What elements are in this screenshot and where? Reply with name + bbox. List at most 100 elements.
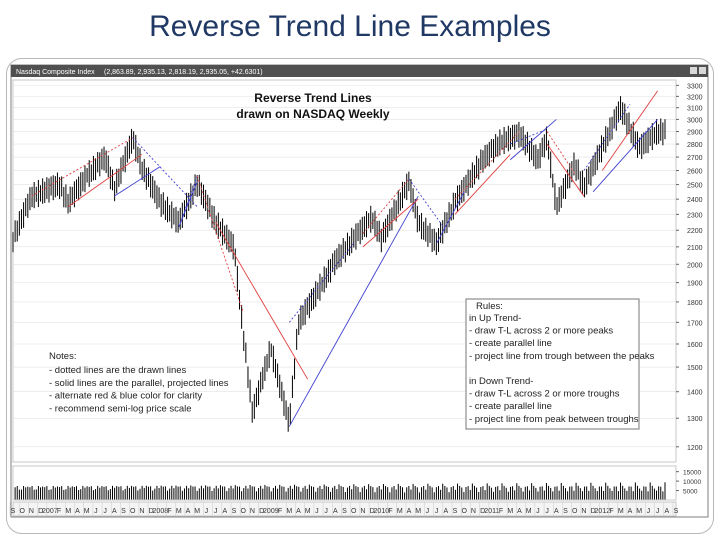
chart-window-titlebar [11,65,708,77]
time-tick-label: A [222,508,227,515]
volume-plot-area [12,465,677,501]
price-tick-label: 3100 [687,106,703,113]
projected-trend-line [546,143,585,197]
time-tick-label: 2012 [595,508,611,515]
time-tick-label: N [581,508,586,515]
rules-line: - project line from trough between the p… [469,351,655,362]
notes-line: - alternate red & blue color for clarity [49,391,202,402]
time-tick-label: A [296,508,301,515]
price-tick-label: 2300 [687,212,703,219]
rules-line: - create parallel line [469,401,552,412]
minimize-button[interactable] [690,67,697,74]
time-tick-label: A [407,508,412,515]
time-tick-label: D [480,508,485,515]
price-tick-label: 3000 [687,117,703,124]
notes-line: - recommend semi-log price scale [49,403,192,414]
notes-line: - solid lines are the parallel, projecte… [49,378,229,389]
time-tick-label: F [388,508,392,515]
time-tick-label: J [545,508,549,515]
price-tick-label: 1200 [687,445,703,452]
trend-lines [31,90,658,427]
time-tick-label: A [628,508,633,515]
time-tick-label: M [415,508,421,515]
time-tick-label: D [38,508,43,515]
rules-line: - draw T-L across 2 or more troughs [469,389,620,400]
time-tick-label: A [443,508,448,515]
time-tick-label: J [103,508,107,515]
chart-window-ohlc: (2,863.89, 2,935.13, 2,818.19, 2,935.05,… [104,69,263,76]
volume-tick-label: 5000 [683,489,698,496]
price-tick-label: 2900 [687,130,703,137]
rules-line: - project line from peak between troughs [469,414,639,425]
price-tick-label: 2400 [687,197,703,204]
price-tick-label: 3300 [687,83,703,90]
projected-trend-line [592,119,658,193]
time-tick-label: N [360,508,365,515]
time-axis-band [12,501,677,517]
projected-trend-line [67,154,143,208]
time-tick-label: D [149,508,154,515]
price-tick-label: 1300 [687,416,703,423]
time-tick-label: S [563,508,568,515]
time-tick-label: N [471,508,476,515]
projected-trend-line [509,119,557,161]
notes-box: Notes: - dotted lines are the drawn lines… [49,351,229,414]
time-tick-label: F [278,508,282,515]
projected-trend-line [215,221,309,380]
chart-title: Reverse Trend Lines drawn on NASDAQ Weekl… [236,91,389,121]
time-tick-label: N [139,508,144,515]
price-tick-label: 2100 [687,245,703,252]
chart-title-line: Reverse Trend Lines [254,91,372,105]
time-tick-label: M [286,508,292,515]
time-tick-label: M [84,508,90,515]
price-tick-label: 2200 [687,228,703,235]
price-tick-label: 2500 [687,183,703,190]
notes-line: - dotted lines are the drawn lines [49,365,187,376]
price-tick-label: 1500 [687,365,703,372]
slide-frame [6,58,714,534]
chart-window-border [10,64,709,518]
projected-trend-line [288,195,419,427]
time-tick-label: D [591,508,596,515]
price-plot-area [12,79,677,463]
time-tick-label: J [536,508,540,515]
time-tick-label: O [240,508,246,515]
volume-panel: 5000 10000 15000 [12,465,701,501]
rules-line: - draw T-L across 2 or more peaks [469,326,613,337]
rules-line: in Down Trend- [469,376,533,387]
time-tick-label: M [636,508,642,515]
time-tick-label: 2008 [153,508,169,515]
time-tick-label: D [370,508,375,515]
time-tick-label: M [507,508,513,515]
drawn-trend-line [454,131,520,200]
time-tick-label: O [130,508,136,515]
chart-window: Nasdaq Composite Index (2,863.89, 2,935.… [10,64,709,518]
rules-box: Rules:in Up Trend- - draw T-L across 2 or… [465,298,655,430]
time-tick-label: 2009 [263,508,279,515]
time-tick-label: S [11,508,16,515]
drawn-trend-line [288,243,355,323]
time-tick-label: M [618,508,624,515]
price-tick-label: 1600 [687,342,703,349]
time-tick-label: S [232,508,237,515]
rules-title: Rules: [476,301,503,312]
time-tick-label: F [57,508,61,515]
slide-title: Reverse Trend Line Examples [149,10,551,43]
projected-trend-line [436,191,465,244]
time-tick-label: J [647,508,651,515]
chart-title-line: drawn on NASDAQ Weekly [236,107,389,121]
time-tick-label: M [397,508,403,515]
time-tick-label: S [342,508,347,515]
rules-box-border [465,298,640,430]
time-tick-label: F [167,508,171,515]
drawn-trend-line [31,137,133,197]
time-tick-label: N [29,508,34,515]
time-tick-label: N [250,508,255,515]
time-tick-label: F [609,508,613,515]
time-tick-label: O [572,508,578,515]
close-button[interactable] [699,67,706,74]
time-tick-label: 2007 [42,508,58,515]
projected-trend-line [362,198,419,248]
